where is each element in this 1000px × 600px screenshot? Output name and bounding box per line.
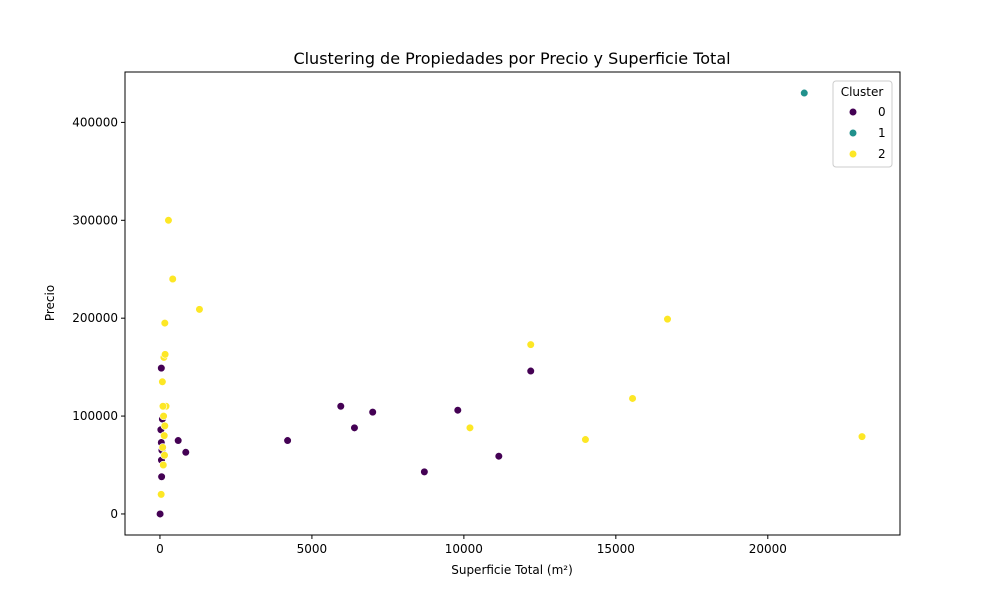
- cluster-0-point: [526, 366, 535, 376]
- legend-title: Cluster: [841, 85, 884, 99]
- cluster-2-point: [581, 435, 590, 444]
- cluster-0-point: [157, 472, 166, 481]
- cluster-2-point: [159, 460, 168, 470]
- x-tick-label: 10000: [445, 542, 483, 556]
- x-axis-label: Superficie Total (m²): [451, 563, 573, 577]
- legend-label-2: 2: [878, 147, 886, 161]
- cluster-1-point: [800, 88, 809, 98]
- y-axis: 0 100000 200000 300000 400000: [72, 115, 125, 521]
- cluster-2-point: [160, 318, 169, 328]
- legend-marker-0: [848, 107, 858, 117]
- cluster-0-point: [174, 436, 183, 445]
- cluster-0-point: [420, 467, 429, 476]
- legend-label-1: 1: [878, 126, 886, 140]
- cluster-2-point: [168, 274, 177, 284]
- cluster-2-point: [857, 432, 867, 441]
- legend-marker-2: [848, 149, 858, 159]
- y-tick-label: 200000: [72, 311, 118, 325]
- cluster-0-point: [494, 452, 503, 461]
- chart-title: Clustering de Propiedades por Precio y S…: [293, 49, 730, 68]
- plot-frame: [124, 71, 901, 536]
- cluster-0-point: [453, 406, 462, 415]
- y-tick-label: 100000: [72, 409, 118, 423]
- legend-label-0: 0: [878, 105, 886, 119]
- x-tick-label: 15000: [597, 542, 635, 556]
- legend: Cluster 0 1 2: [832, 80, 893, 168]
- cluster-0-point: [350, 423, 359, 432]
- cluster-2-point: [195, 305, 204, 314]
- y-tick-label: 400000: [72, 115, 118, 129]
- cluster-2-point: [465, 423, 475, 432]
- cluster-2-point: [158, 402, 168, 411]
- y-tick-label: 0: [110, 507, 118, 521]
- cluster-0-point: [156, 509, 165, 519]
- cluster-2-point: [526, 340, 535, 349]
- cluster-0-point: [283, 436, 292, 445]
- cluster-2-point: [160, 451, 169, 460]
- cluster-2-point: [628, 394, 637, 403]
- cluster-2-point: [157, 490, 166, 499]
- cluster-2-point: [158, 443, 167, 452]
- cluster-2-point: [159, 411, 168, 421]
- cluster-2-point: [160, 421, 169, 430]
- x-tick-label: 20000: [749, 542, 787, 556]
- cluster-2-point: [161, 350, 170, 359]
- y-tick-label: 300000: [72, 213, 118, 227]
- cluster-0-point: [336, 402, 345, 411]
- cluster-2-point: [164, 216, 173, 225]
- points-layer: [156, 88, 867, 519]
- x-tick-label: 0: [156, 542, 164, 556]
- cluster-0-point: [368, 408, 377, 417]
- legend-marker-1: [848, 128, 858, 138]
- cluster-0-point: [181, 448, 190, 457]
- y-axis-label: Precio: [43, 285, 57, 321]
- x-axis: 0 5000 10000 15000 20000: [156, 535, 787, 556]
- legend-box: [832, 80, 893, 168]
- x-tick-label: 5000: [297, 542, 328, 556]
- cluster-2-point: [160, 431, 169, 440]
- cluster-2-point: [158, 377, 167, 386]
- cluster-0-point: [157, 364, 166, 373]
- cluster-2-point: [663, 315, 672, 324]
